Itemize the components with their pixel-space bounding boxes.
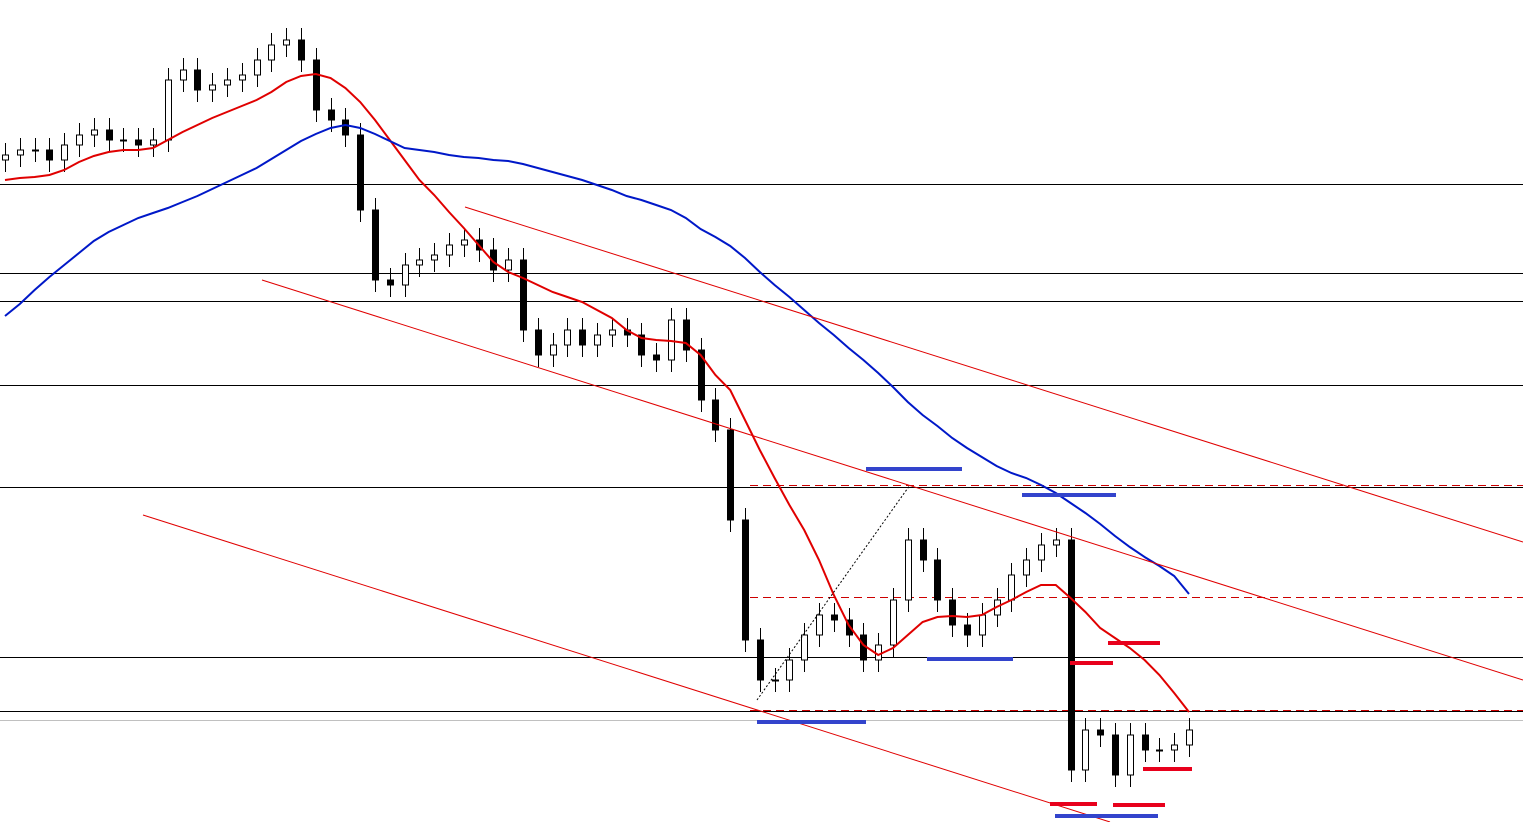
channel-line	[261, 279, 1523, 681]
candle-body	[905, 539, 912, 601]
candle-body	[786, 659, 793, 681]
candle-body	[32, 149, 39, 152]
candle-body	[1097, 729, 1104, 736]
candle-body	[313, 59, 320, 111]
candle-body	[890, 599, 897, 646]
candle-body	[1156, 749, 1163, 752]
candle-body	[446, 244, 453, 256]
candle-body	[920, 539, 927, 561]
candle-body	[757, 639, 764, 681]
candle-body	[934, 559, 941, 601]
candle-body	[209, 84, 216, 91]
channel-line	[142, 514, 1111, 822]
candle-body	[106, 129, 113, 141]
support-marks	[757, 467, 1158, 818]
candle-body	[194, 69, 201, 91]
drawings	[142, 206, 1523, 822]
candle-body	[2, 154, 9, 161]
candle-body	[165, 79, 172, 141]
candle-body	[283, 39, 290, 46]
candle-body	[979, 614, 986, 636]
candle-body	[431, 254, 438, 261]
candle-body	[772, 679, 779, 682]
candle-body	[1008, 574, 1015, 601]
candle-body	[402, 264, 409, 286]
candle-body	[742, 519, 749, 641]
candle-body	[816, 614, 823, 636]
candle-body	[387, 279, 394, 286]
candle-body	[1127, 734, 1134, 776]
candle-body	[17, 149, 24, 156]
candle-body	[416, 259, 423, 266]
candle-body	[1142, 734, 1149, 751]
candle-body	[1112, 734, 1119, 776]
resistance-marks	[1050, 641, 1192, 807]
candle-body	[520, 259, 527, 331]
candle-body	[328, 109, 335, 121]
candle-body	[254, 59, 261, 76]
candle-body	[579, 329, 586, 346]
candle-body	[831, 614, 838, 621]
candle-body	[150, 139, 157, 146]
candle-body	[609, 329, 616, 336]
moving-average	[4, 72, 1190, 713]
channel-line	[464, 206, 1523, 543]
candle-body	[46, 149, 53, 161]
candle-body	[727, 429, 734, 521]
candle-body	[564, 329, 571, 346]
candle-body	[1038, 544, 1045, 561]
candle-body	[550, 344, 557, 356]
candles	[2, 28, 1193, 787]
candle-body	[76, 134, 83, 146]
candle-body	[712, 399, 719, 431]
candle-body	[61, 144, 68, 161]
candle-body	[535, 329, 542, 356]
candle-body	[461, 239, 468, 246]
candle-body	[1053, 539, 1060, 546]
candle-body	[342, 119, 349, 136]
candle-body	[594, 334, 601, 346]
candle-body	[1171, 744, 1178, 751]
candle-body	[135, 139, 142, 146]
candle-body	[298, 39, 305, 61]
candle-body	[801, 634, 808, 661]
candle-body	[505, 259, 512, 271]
candle-body	[120, 139, 127, 142]
candle-body	[1082, 729, 1089, 771]
candle-body	[1068, 539, 1075, 771]
candle-body	[638, 334, 645, 356]
candle-body	[372, 209, 379, 281]
candle-body	[698, 349, 705, 401]
candle-body	[357, 134, 364, 211]
candle-body	[964, 624, 971, 636]
moving-average	[4, 123, 1190, 595]
candle-body	[949, 599, 956, 626]
candle-body	[1186, 729, 1193, 746]
candle-body	[180, 69, 187, 81]
candle-body	[683, 319, 690, 351]
candle-body	[224, 79, 231, 86]
candle-body	[1023, 559, 1030, 576]
candle-body	[239, 74, 246, 81]
candle-body	[91, 129, 98, 136]
candle-body	[875, 644, 882, 661]
candle-body	[653, 354, 660, 361]
candle-body	[268, 44, 275, 61]
